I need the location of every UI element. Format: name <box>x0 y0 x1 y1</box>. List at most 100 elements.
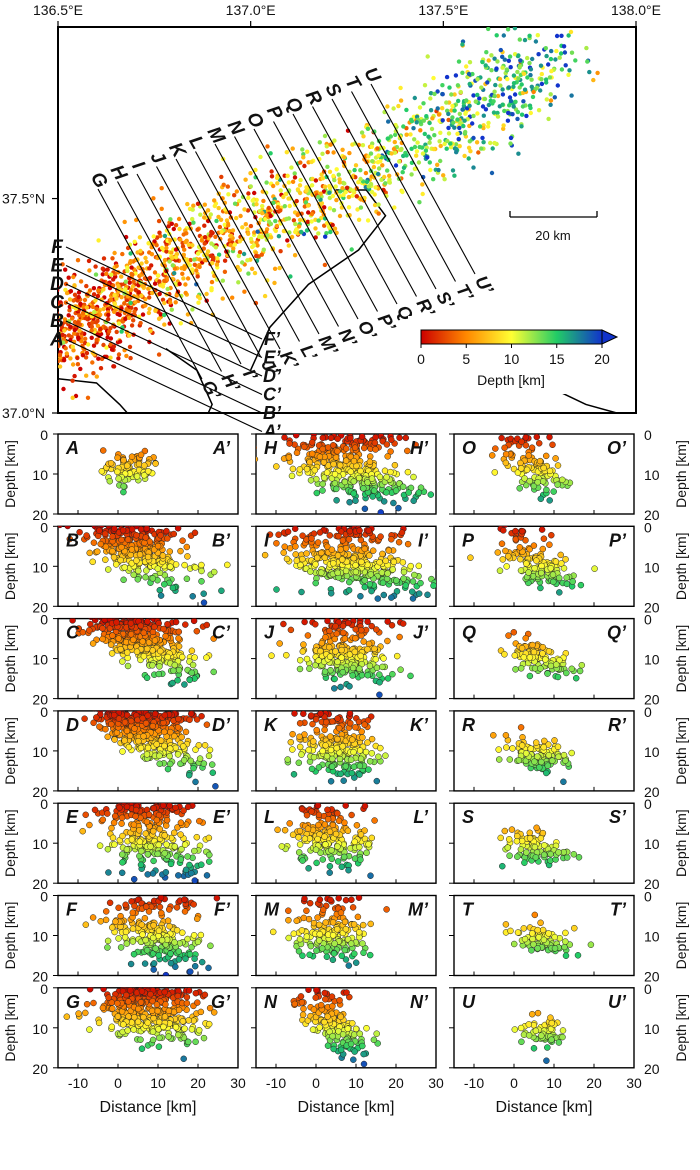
epicenter <box>358 176 363 182</box>
epicenter <box>58 285 59 289</box>
section-end-label: A’ <box>212 438 231 458</box>
epicenter <box>414 153 419 158</box>
epicenter <box>245 227 250 232</box>
epicenter <box>333 184 338 189</box>
epicenter <box>519 112 525 117</box>
hypocenter <box>96 611 102 617</box>
epicenter <box>450 168 456 173</box>
epicenter <box>165 286 170 292</box>
epicenter <box>331 208 337 213</box>
epicenter <box>584 45 589 51</box>
hypocenter <box>161 728 168 736</box>
epicenter <box>480 104 486 109</box>
hypocenter <box>352 561 359 569</box>
epicenter <box>473 99 478 104</box>
epicenter <box>527 33 532 38</box>
epicenter <box>274 175 280 181</box>
epicenter <box>332 177 337 183</box>
epicenter <box>77 328 82 333</box>
epicenter <box>375 146 380 151</box>
epicenter <box>507 103 512 108</box>
map-x-tick-label: 138.0°E <box>611 2 661 18</box>
hypocenter <box>120 488 127 496</box>
epicenter <box>544 97 549 102</box>
hypocenter <box>91 806 99 814</box>
epicenter <box>485 124 491 129</box>
epicenter <box>488 140 493 146</box>
epicenter <box>242 207 247 212</box>
epicenter <box>117 312 122 318</box>
hypocenter <box>155 952 162 959</box>
epicenter <box>285 238 290 243</box>
map-x-tick-label: 136.5°E <box>33 2 83 18</box>
epicenter <box>502 108 507 114</box>
epicenter <box>431 177 436 182</box>
epicenter <box>11 345 15 349</box>
epicenter <box>58 352 63 357</box>
profile-line-F <box>65 246 263 340</box>
hypocenter <box>161 581 168 588</box>
hypocenter <box>311 466 319 474</box>
hypocenter <box>108 701 114 707</box>
hypocenter <box>387 448 394 455</box>
hypocenter <box>136 551 144 558</box>
hypocenter <box>109 547 116 555</box>
epicenter <box>72 319 78 325</box>
epicenter <box>123 287 128 292</box>
epicenter <box>368 181 374 187</box>
hypocenter <box>177 547 184 555</box>
hypocenter <box>144 796 150 802</box>
hypocenter <box>191 654 198 661</box>
hypocenter <box>390 558 398 566</box>
epicenter <box>340 147 345 152</box>
hypocenter <box>114 454 121 462</box>
hypocenter <box>333 485 340 493</box>
hypocenter <box>367 571 375 578</box>
epicenter <box>44 344 48 348</box>
hypocenter <box>184 553 191 560</box>
epicenter <box>66 313 71 318</box>
epicenter <box>296 224 302 229</box>
profile-label-start-F: F <box>51 237 64 258</box>
epicenter <box>322 223 327 228</box>
epicenter <box>304 196 310 202</box>
epicenter <box>352 167 357 173</box>
hypocenter <box>99 625 106 632</box>
epicenter <box>449 92 454 97</box>
epicenter <box>305 203 311 208</box>
hypocenter <box>120 456 127 464</box>
epicenter <box>225 184 230 189</box>
epicenter <box>365 126 371 131</box>
profile-line-U <box>370 83 476 275</box>
hypocenter <box>393 577 400 584</box>
profile-label-end-C: C’ <box>263 385 282 405</box>
hypocenter <box>383 489 390 496</box>
epicenter <box>322 184 328 189</box>
epicenter <box>106 329 112 334</box>
hypocenter <box>198 567 205 575</box>
hypocenter <box>155 927 163 935</box>
epicenter <box>320 176 325 181</box>
section-points <box>98 447 159 496</box>
epicenter <box>420 191 425 197</box>
epicenter <box>298 177 303 183</box>
hypocenter <box>155 1043 163 1050</box>
hypocenter <box>111 526 118 532</box>
hypocenter <box>75 702 81 708</box>
epicenter <box>379 177 384 182</box>
hypocenter <box>162 971 170 976</box>
hypocenter <box>181 561 188 569</box>
epicenter <box>422 83 428 88</box>
hypocenter <box>111 812 119 820</box>
epicenter <box>147 266 152 271</box>
epicenter <box>286 243 291 248</box>
hypocenter <box>140 629 148 637</box>
epicenter <box>182 264 187 269</box>
hypocenter <box>104 566 112 573</box>
hypocenter <box>145 811 153 818</box>
hypocenter <box>162 822 170 829</box>
hypocenter <box>86 609 92 615</box>
epicenter <box>302 163 307 169</box>
hypocenter <box>379 550 386 558</box>
epicenter <box>14 319 18 323</box>
